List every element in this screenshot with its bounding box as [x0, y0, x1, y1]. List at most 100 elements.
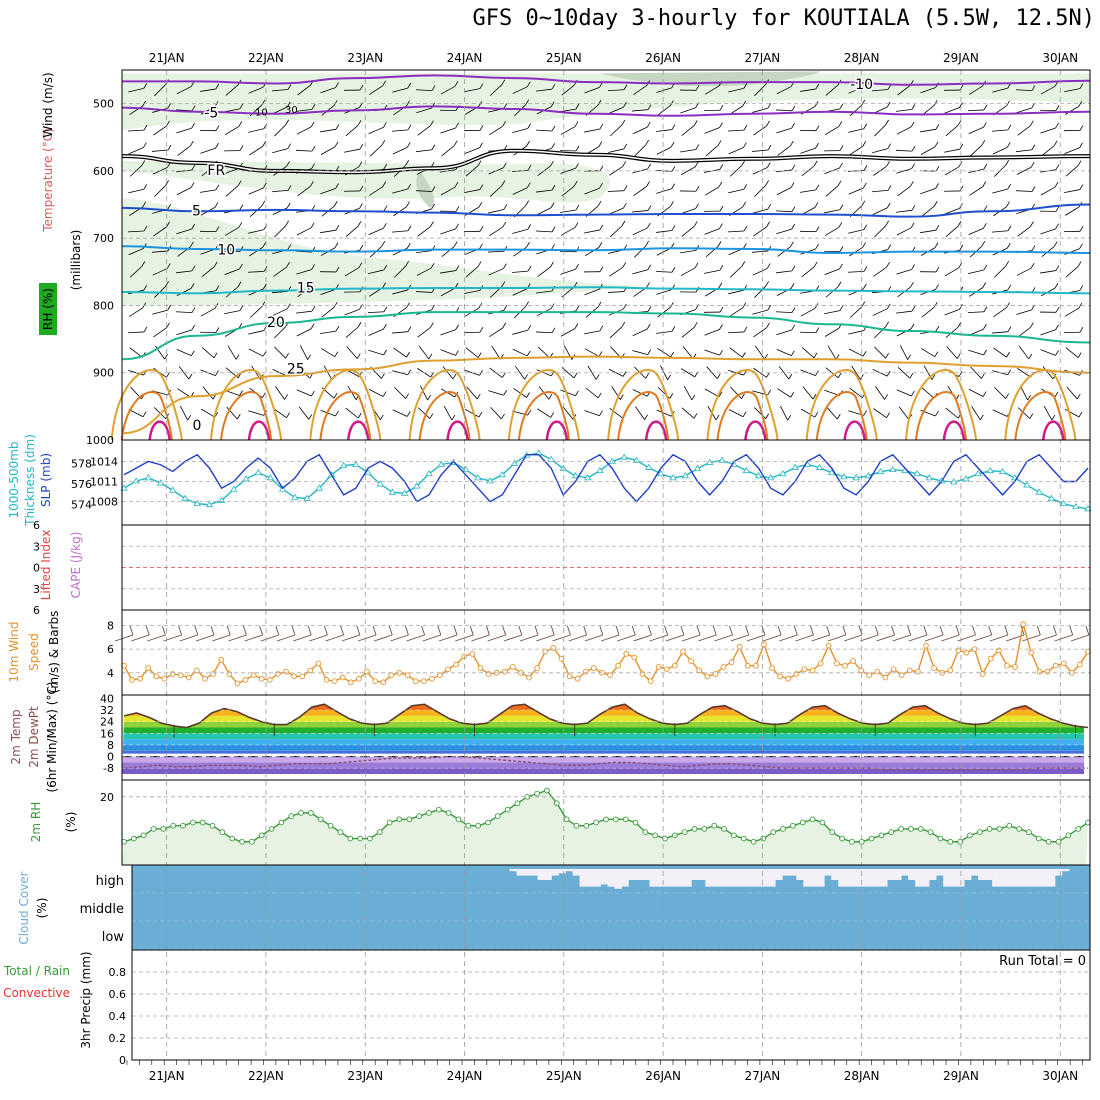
wind-barb-10m: [908, 634, 928, 642]
wind-barb-upper: [297, 85, 311, 96]
thickness-point: [1035, 488, 1043, 495]
wind-barb-upper: [489, 185, 503, 197]
isotherm-line: [121, 105, 1091, 117]
rh2m-point: [927, 829, 934, 835]
wind-barb-upper: [730, 386, 742, 400]
wind-barb-feather: [551, 244, 555, 250]
wind-barb-feather: [237, 281, 242, 287]
wind-barb-upper: [344, 148, 360, 153]
wind-barb-feather: [191, 123, 195, 129]
wind-barb-feather: [407, 183, 412, 190]
wind-barb-feather: [526, 140, 530, 147]
wind-barb-feather: [646, 282, 650, 288]
wind-barb-feather-10m: [599, 625, 604, 636]
wind-barb-upper: [275, 386, 285, 400]
wind-barb-feather: [718, 181, 723, 188]
wind-barb-upper: [851, 365, 861, 380]
wind-barb-upper: [321, 306, 335, 318]
wind-barb-upper: [968, 269, 984, 275]
ytick-pressure: 600: [93, 165, 114, 178]
wind-barb-upper: [154, 84, 166, 97]
wind-barb-feather: [887, 185, 892, 191]
wind-speed-point: [574, 675, 581, 682]
wind-barb-feather: [215, 327, 220, 333]
wind-barb-upper: [777, 145, 791, 156]
date-label-top: 26JAN: [645, 51, 681, 65]
wind-barb-feather: [1007, 326, 1012, 332]
wind-barb-upper: [464, 290, 480, 294]
wind-barb-upper: [874, 124, 886, 137]
thickness-point: [791, 463, 799, 470]
wind-barb-feather: [1054, 282, 1059, 289]
wind-barb-10m: [957, 634, 976, 642]
cloud-high-gap: [537, 869, 545, 880]
wind-speed-point: [283, 668, 289, 675]
panel-frame: [131, 949, 1091, 1061]
date-label-bottom: 23JAN: [347, 1069, 383, 1083]
cloud-high-gap: [775, 869, 783, 880]
wind-barb-feather: [143, 284, 148, 291]
rh2m-point: [219, 829, 226, 835]
wind-barb-upper: [683, 385, 693, 401]
wind-barb-feather: [719, 324, 723, 330]
wind-barb-10m: [649, 634, 668, 642]
wind-barb-feather: [335, 325, 340, 332]
wind-barb-feather: [383, 306, 388, 312]
thickness-point: [498, 471, 506, 478]
rh2m-point: [563, 816, 570, 823]
wind-barb-upper: [608, 106, 624, 114]
cloud-high-gap: [908, 869, 916, 880]
wind-barb-feather: [1006, 243, 1011, 249]
isotherm-30-loop: [617, 391, 670, 441]
wind-barb-feather: [1005, 160, 1009, 166]
wind-barb-feather: [286, 412, 290, 418]
wind-barb-upper: [992, 146, 1008, 155]
wind-barb-feather: [286, 161, 290, 167]
wind-barb-10m: [762, 634, 782, 642]
wind-barb-feather: [959, 185, 964, 192]
wind-barb-upper: [248, 330, 264, 335]
wind-barb-upper: [827, 345, 837, 360]
wind-barb-upper: [200, 106, 216, 115]
wind-barb-feather-10m: [907, 625, 912, 636]
wind-barb-upper: [752, 107, 768, 113]
cloud-high-gap: [698, 869, 706, 880]
wind-barb-upper: [176, 329, 192, 336]
ytick-wind: 4: [107, 667, 114, 680]
wind-barb-feather: [956, 353, 961, 359]
wind-barb-upper: [753, 226, 767, 237]
wind-barb-upper: [443, 405, 453, 421]
wind-speed-point: [315, 660, 322, 667]
wind-barb-upper: [849, 246, 863, 257]
wind-barb-upper: [440, 287, 456, 297]
wind-barb-feather: [717, 241, 722, 247]
wind-barb-feather: [311, 264, 315, 270]
wind-barb-feather: [743, 184, 748, 190]
wind-speed-point: [1028, 649, 1035, 656]
rh-shade-upper: [122, 73, 1090, 131]
label-wind10m-3: (m/s) & Barbs: [47, 611, 61, 694]
wind-barb-feather: [671, 183, 675, 189]
wind-barb-upper: [680, 368, 696, 378]
wind-barb-upper: [584, 247, 600, 257]
wind-barb-upper: [944, 267, 960, 277]
wind-barb-feather: [791, 206, 796, 212]
wind-barb-10m: [779, 634, 798, 642]
thickness-point: [620, 453, 629, 460]
wind-barb-10m: [147, 634, 166, 642]
wind-barb-upper: [968, 349, 984, 356]
wind-barb-upper: [247, 271, 265, 273]
wind-speed-point: [712, 671, 719, 677]
wind-speed-point: [437, 672, 443, 679]
wind-barb-feather: [383, 163, 388, 170]
ytick-slp: 1011: [90, 476, 118, 489]
wind-barb-feather: [167, 103, 172, 109]
wind-barb-feather: [501, 180, 506, 186]
wind-barb-feather: [667, 374, 671, 381]
wind-speed-point: [915, 668, 921, 675]
wind-barb-upper: [440, 186, 456, 196]
wind-speed-point: [266, 677, 273, 683]
wind-barb-upper: [272, 207, 288, 216]
wind-barb-upper: [584, 128, 600, 133]
isotherm-30-loop: [914, 391, 967, 441]
